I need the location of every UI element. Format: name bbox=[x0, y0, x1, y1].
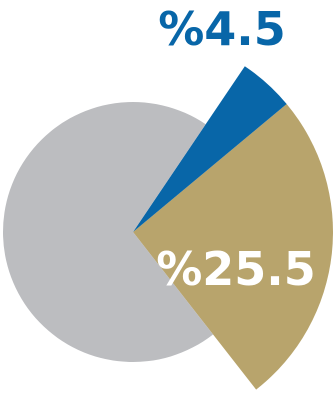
slice-label-0: %25.5 bbox=[156, 242, 316, 296]
slice-label-1: %4.5 bbox=[158, 2, 286, 56]
pie-slice-2 bbox=[3, 102, 214, 363]
pie-slice-1 bbox=[133, 66, 287, 232]
pie-slice-0 bbox=[133, 103, 333, 390]
